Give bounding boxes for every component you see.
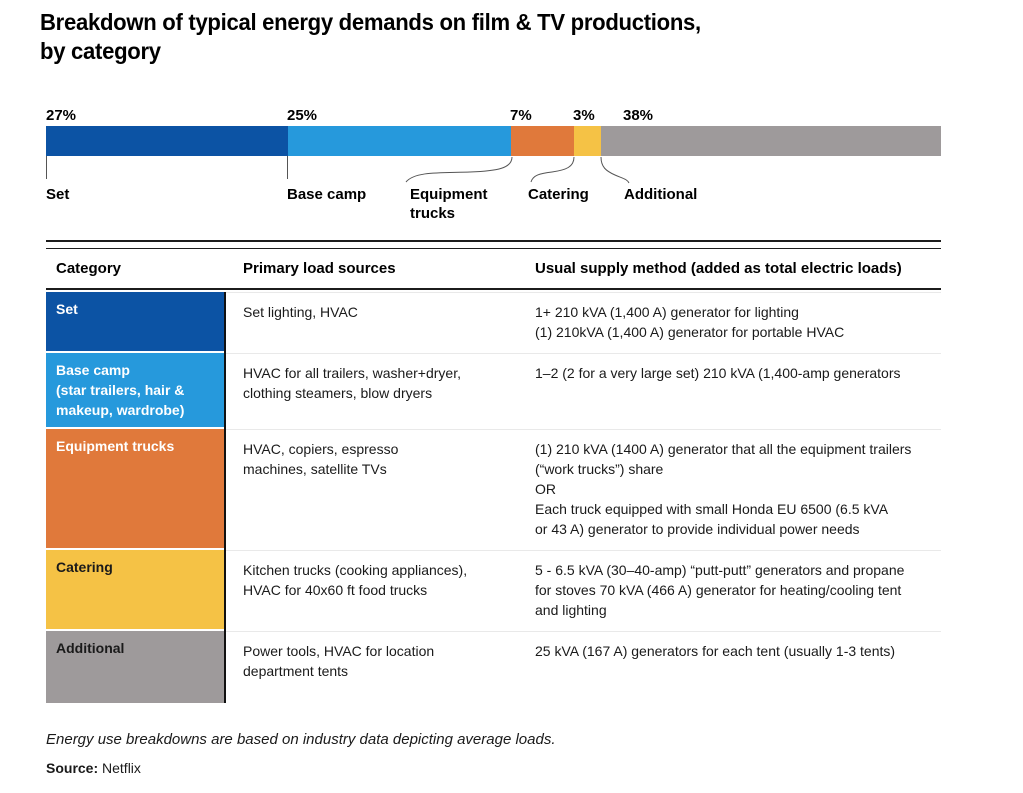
table-row: Equipment trucks HVAC, copiers, espresso…: [46, 429, 941, 548]
pct-label-catering: 3%: [573, 107, 595, 124]
category-cell-base-camp: Base camp (star trailers, hair & makeup,…: [46, 353, 224, 427]
connector-equipment-trucks: [405, 156, 513, 183]
page-title-line1: Breakdown of typical energy demands on f…: [40, 9, 701, 35]
connector-lines: [46, 156, 630, 184]
bar-segment-set: [46, 126, 288, 156]
load-sources-cell: HVAC, copiers, espresso machines, satell…: [224, 429, 535, 548]
source-line: Source: Netflix: [46, 760, 1023, 776]
methodology-note: Energy use breakdowns are based on indus…: [46, 731, 556, 748]
header-underline-rule: [46, 288, 941, 290]
table-top-rule-thick: [46, 240, 941, 242]
stacked-bar-chart: 27% 25% 7% 3% 38% Set Base camp Equipmen…: [46, 106, 941, 236]
source-value: Netflix: [102, 760, 141, 776]
category-cell-additional: Additional: [46, 631, 224, 703]
page-title-line2: by category: [40, 38, 161, 64]
bar-segment-base-camp: [287, 126, 512, 156]
supply-method-cell: (1) 210 kVA (1400 A) generator that all …: [535, 429, 941, 548]
source-label: Source:: [46, 760, 99, 776]
supply-method-cell: 25 kVA (167 A) generators for each tent …: [535, 631, 941, 703]
pct-label-additional: 38%: [623, 107, 654, 124]
stacked-bar: [46, 126, 941, 156]
connector-catering: [530, 156, 575, 183]
table-body: Set Set lighting, HVAC 1+ 210 kVA (1,400…: [46, 292, 941, 703]
pct-label-equipment-trucks: 7%: [510, 107, 532, 124]
bar-category-labels: Set Base camp Equipment trucks Catering …: [46, 184, 941, 236]
table-header-row: Category Primary load sources Usual supp…: [46, 249, 941, 288]
load-sources-cell: Kitchen trucks (cooking appliances), HVA…: [224, 550, 535, 629]
category-cell-set: Set: [46, 292, 224, 351]
table-top-rule-thin: [46, 248, 941, 249]
header-category: Category: [56, 260, 122, 277]
bar-label-additional: Additional: [624, 186, 698, 203]
pct-label-set: 27%: [46, 107, 77, 124]
pct-label-base-camp: 25%: [287, 107, 318, 124]
supply-method-cell: 1–2 (2 for a very large set) 210 kVA (1,…: [535, 353, 941, 427]
bar-segment-equipment-trucks: [511, 126, 575, 156]
table-row: Base camp (star trailers, hair & makeup,…: [46, 353, 941, 427]
bar-label-catering: Catering: [528, 186, 589, 203]
energy-table: Category Primary load sources Usual supp…: [46, 240, 941, 703]
supply-method-cell: 1+ 210 kVA (1,400 A) generator for light…: [535, 292, 941, 351]
supply-method-cell: 5 - 6.5 kVA (30–40-amp) “putt-putt” gene…: [535, 550, 941, 629]
bar-label-set: Set: [46, 186, 70, 203]
header-supply-method: Usual supply method (added as total elec…: [535, 260, 902, 277]
bar-label-equipment-trucks: Equipment trucks: [410, 186, 488, 222]
table-row: Additional Power tools, HVAC for locatio…: [46, 631, 941, 703]
header-load-sources: Primary load sources: [243, 260, 396, 277]
category-cell-equipment-trucks: Equipment trucks: [46, 429, 224, 548]
percent-label-row: 27% 25% 7% 3% 38%: [46, 106, 941, 126]
category-cell-catering: Catering: [46, 550, 224, 629]
page-title: Breakdown of typical energy demands on f…: [40, 8, 984, 66]
load-sources-cell: Power tools, HVAC for location departmen…: [224, 631, 535, 703]
connector-additional: [600, 156, 630, 184]
table-row: Catering Kitchen trucks (cooking applian…: [46, 550, 941, 629]
table-row: Set Set lighting, HVAC 1+ 210 kVA (1,400…: [46, 292, 941, 351]
bar-segment-additional: [600, 126, 941, 156]
load-sources-cell: HVAC for all trailers, washer+dryer, clo…: [224, 353, 535, 427]
category-column-divider: [224, 292, 226, 703]
bar-segment-catering: [574, 126, 601, 156]
bar-label-base-camp: Base camp: [287, 186, 367, 203]
load-sources-cell: Set lighting, HVAC: [224, 292, 535, 351]
